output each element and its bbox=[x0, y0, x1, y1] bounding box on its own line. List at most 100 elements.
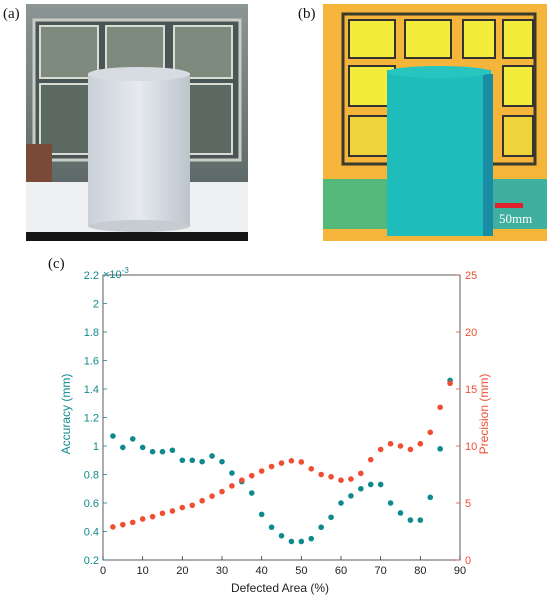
precision-point bbox=[278, 460, 285, 466]
left-y-tick-label: 2.2 bbox=[84, 270, 99, 282]
x-tick-label: 70 bbox=[375, 565, 387, 577]
accuracy-point bbox=[139, 444, 146, 451]
depth-map-image: 50mm bbox=[323, 4, 547, 241]
precision-point bbox=[318, 471, 324, 478]
precision-point bbox=[110, 524, 116, 530]
right-y-axis-ticks: 0 5 10 15 20 25 bbox=[456, 270, 477, 567]
left-y-tick-label: 2 bbox=[93, 299, 99, 311]
precision-point bbox=[397, 443, 404, 449]
x-tick-label: 0 bbox=[100, 565, 106, 577]
precision-point bbox=[417, 440, 424, 447]
precision-point bbox=[159, 510, 166, 517]
accuracy-point bbox=[129, 436, 136, 442]
precision-point bbox=[189, 502, 196, 509]
left-y-tick-label: 0.2 bbox=[84, 555, 99, 567]
precision-point bbox=[447, 380, 453, 387]
accuracy-point bbox=[179, 457, 186, 464]
accuracy-point bbox=[229, 470, 235, 476]
x-tick-label: 50 bbox=[295, 565, 307, 577]
left-y-tick-label: 0.6 bbox=[84, 498, 99, 510]
right-y-tick-label: 20 bbox=[465, 327, 477, 339]
x-tick-label: 10 bbox=[137, 565, 149, 577]
accuracy-point bbox=[407, 517, 414, 523]
accuracy-point bbox=[199, 458, 205, 465]
left-y-tick-label: 1 bbox=[93, 441, 99, 453]
precision-point bbox=[219, 488, 225, 495]
precision-point bbox=[129, 519, 136, 526]
precision-point bbox=[387, 440, 394, 447]
accuracy-precision-chart: 0 10 20 30 40 50 60 70 80 90 0.20.40.60.811.21.41… bbox=[59, 266, 491, 595]
plot-frame bbox=[102, 274, 461, 561]
data-points bbox=[110, 377, 453, 545]
precision-point bbox=[427, 429, 434, 436]
x-tick-label: 80 bbox=[414, 565, 426, 577]
right-y-tick-label: 5 bbox=[465, 498, 471, 510]
right-y-tick-label: 0 bbox=[465, 555, 471, 567]
plot-border bbox=[102, 274, 461, 561]
lab-scene-illustration bbox=[26, 4, 248, 241]
accuracy-point bbox=[387, 500, 394, 506]
accuracy-point bbox=[149, 448, 156, 455]
accuracy-point bbox=[318, 524, 324, 531]
precision-point bbox=[199, 497, 205, 504]
left-y-tick-label: 0.8 bbox=[84, 470, 99, 482]
precision-point bbox=[258, 468, 265, 474]
precision-point bbox=[308, 466, 315, 472]
accuracy-point bbox=[348, 493, 354, 499]
scale-bar bbox=[495, 203, 523, 208]
precision-point bbox=[149, 513, 156, 520]
left-y-tick-label: 1.4 bbox=[84, 384, 99, 396]
x-tick-label: 20 bbox=[176, 565, 188, 577]
accuracy-point bbox=[427, 494, 434, 501]
panel-label-b: (b) bbox=[298, 6, 316, 22]
left-y-axis-ticks: 0.2 0.4 0.6 0.8 1 1.2 1.4 1.6 1.8 2 2.2 bbox=[84, 270, 107, 567]
x-tick-label: 40 bbox=[256, 565, 268, 577]
precision-point bbox=[407, 446, 414, 453]
precision-point bbox=[367, 456, 374, 463]
panel-label-c: (c) bbox=[48, 256, 65, 272]
left-y-tick-label: 1.6 bbox=[84, 356, 99, 368]
depth-map-illustration bbox=[323, 4, 547, 241]
right-y-tick-label: 25 bbox=[465, 270, 477, 282]
left-y-tick-label: 1.2 bbox=[84, 413, 99, 425]
left-y-axis-label: Accuracy (mm) bbox=[59, 374, 73, 455]
accuracy-point bbox=[258, 511, 265, 518]
precision-point bbox=[288, 458, 295, 464]
right-y-tick-label: 10 bbox=[465, 441, 477, 453]
precision-point bbox=[209, 493, 215, 499]
photo-cylinder-lab bbox=[26, 4, 248, 241]
accuracy-point bbox=[219, 458, 225, 465]
accuracy-point bbox=[159, 448, 166, 455]
accuracy-point bbox=[397, 510, 404, 516]
x-tick-label: 30 bbox=[216, 565, 228, 577]
accuracy-point bbox=[189, 457, 196, 464]
x-axis-label: Defected Area (%) bbox=[231, 581, 329, 595]
right-y-tick-label: 15 bbox=[465, 384, 477, 396]
accuracy-point bbox=[298, 538, 305, 545]
precision-point bbox=[229, 483, 235, 489]
precision-point bbox=[328, 473, 334, 480]
accuracy-point bbox=[358, 485, 364, 492]
accuracy-point bbox=[248, 490, 255, 496]
accuracy-point bbox=[377, 481, 384, 488]
accuracy-point bbox=[417, 517, 424, 523]
precision-point bbox=[179, 504, 186, 511]
accuracy-point bbox=[110, 433, 116, 439]
precision-point bbox=[338, 477, 344, 483]
precision-point bbox=[268, 463, 275, 470]
precision-point bbox=[139, 516, 146, 522]
accuracy-point bbox=[209, 453, 215, 459]
accuracy-point bbox=[308, 535, 315, 542]
precision-point bbox=[348, 476, 354, 482]
x-tick-label: 60 bbox=[335, 565, 347, 577]
accuracy-point bbox=[338, 500, 344, 506]
scale-bar-label: 50mm bbox=[499, 211, 533, 226]
accuracy-point bbox=[437, 446, 443, 452]
precision-point bbox=[358, 470, 364, 477]
left-y-tick-label: 1.8 bbox=[84, 327, 99, 339]
left-y-tick-label: 0.4 bbox=[84, 527, 99, 539]
precision-point bbox=[377, 446, 384, 453]
precision-point bbox=[248, 472, 255, 479]
accuracy-point bbox=[268, 524, 275, 531]
precision-point bbox=[239, 477, 245, 483]
